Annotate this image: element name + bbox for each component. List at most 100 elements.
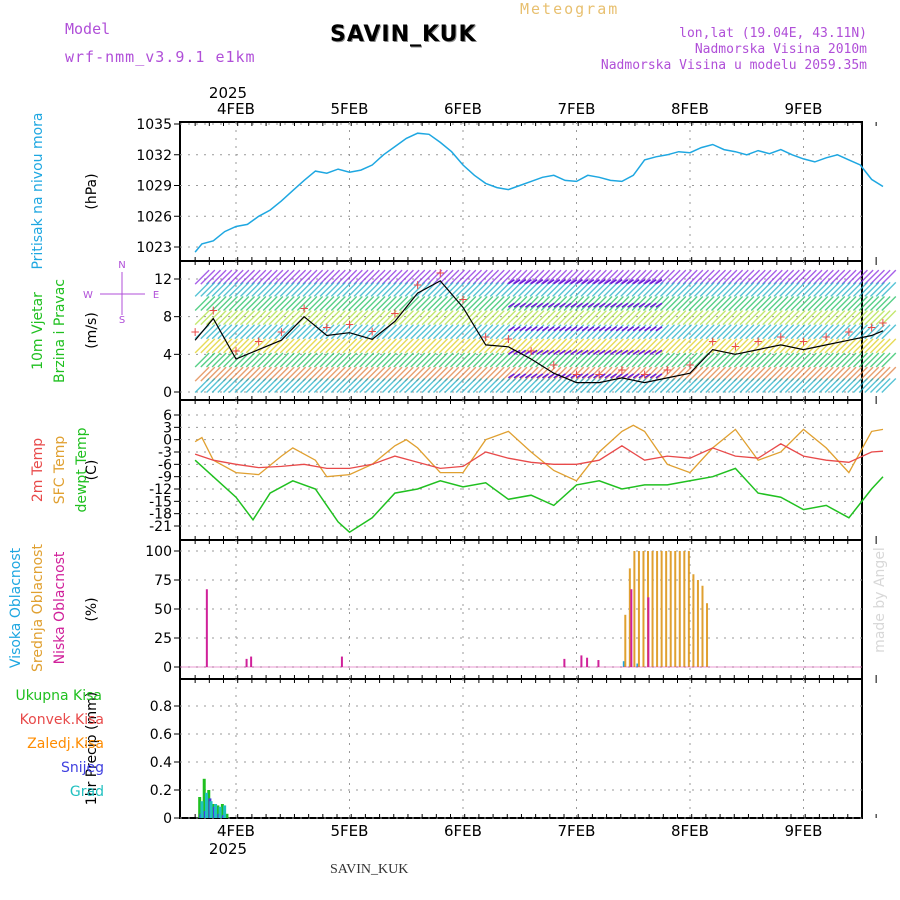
wind-barb bbox=[501, 338, 517, 354]
wind-barb bbox=[347, 296, 363, 312]
wind-barb bbox=[824, 338, 840, 354]
wind-barb bbox=[421, 352, 437, 368]
wind-barb bbox=[801, 296, 817, 312]
wind-barb bbox=[319, 324, 335, 340]
wind-barb-calm bbox=[598, 326, 606, 332]
wind-barb bbox=[404, 352, 420, 368]
wind-barb bbox=[370, 281, 386, 297]
y-tick-label: 1026 bbox=[136, 209, 172, 225]
wind-barb bbox=[739, 377, 755, 393]
wind-barb bbox=[648, 281, 664, 297]
wind-barb bbox=[285, 281, 301, 297]
wind-barb bbox=[523, 310, 539, 326]
wind-barb-calm bbox=[655, 349, 663, 355]
wind-barb bbox=[296, 310, 312, 326]
wind-barb bbox=[359, 377, 375, 393]
wind-barb bbox=[614, 338, 630, 354]
wind-barb bbox=[240, 281, 256, 297]
wind-barb bbox=[251, 269, 267, 285]
wind-barb bbox=[296, 296, 312, 312]
wind-barb bbox=[864, 338, 880, 354]
cloud-low-side-label: Niska Oblacnost bbox=[52, 551, 68, 664]
wind-barb bbox=[671, 324, 687, 340]
wind-barb bbox=[506, 338, 522, 354]
wind-barb bbox=[228, 310, 244, 326]
gust-marker: + bbox=[413, 278, 423, 292]
wind-barb bbox=[762, 296, 778, 312]
wind-barb bbox=[484, 281, 500, 297]
wind-barb bbox=[835, 324, 851, 340]
precip-bar bbox=[220, 804, 224, 818]
gust-marker: + bbox=[685, 358, 695, 372]
wind-barb bbox=[364, 269, 380, 285]
wind-barb bbox=[648, 338, 664, 354]
wind-barb-calm bbox=[547, 373, 555, 379]
wind-barb bbox=[529, 377, 545, 393]
wind-barb-calm bbox=[627, 349, 635, 355]
wind-barb bbox=[347, 310, 363, 326]
wind-barb-calm bbox=[547, 302, 555, 308]
wind-barb bbox=[200, 352, 216, 368]
wind-barb bbox=[671, 281, 687, 297]
wind-barb bbox=[296, 352, 312, 368]
wind-barb bbox=[864, 269, 880, 285]
wind-barb bbox=[699, 324, 715, 340]
wind-barb bbox=[869, 352, 885, 368]
wind-barb bbox=[773, 281, 789, 297]
model-elevation-label: Nadmorska Visina u modelu 2059.35m bbox=[600, 58, 867, 73]
wind-barb bbox=[274, 310, 290, 326]
wind-barb bbox=[302, 310, 318, 326]
gust-marker: + bbox=[549, 358, 559, 372]
wind-barb bbox=[523, 352, 539, 368]
wind-barb bbox=[733, 324, 749, 340]
wind-barb bbox=[268, 338, 284, 354]
wind-barb bbox=[387, 296, 403, 312]
wind-barb bbox=[659, 269, 675, 285]
wind-barb-calm bbox=[547, 349, 555, 355]
wind-barb bbox=[398, 352, 414, 368]
wind-barb bbox=[682, 310, 698, 326]
gust-marker: + bbox=[254, 335, 264, 349]
wind-barb bbox=[302, 338, 318, 354]
wind-barb bbox=[223, 281, 239, 297]
wind-barb bbox=[716, 310, 732, 326]
wind-barb bbox=[410, 352, 426, 368]
wind-barb bbox=[432, 338, 448, 354]
wind-barb bbox=[824, 324, 840, 340]
wind-barb bbox=[824, 310, 840, 326]
precip-bar bbox=[214, 804, 218, 818]
wind-barb bbox=[501, 281, 517, 297]
wind-barb bbox=[688, 338, 704, 354]
wind-barb bbox=[518, 281, 534, 297]
wind-barb bbox=[518, 377, 534, 393]
temp2m-line bbox=[194, 443, 884, 470]
wind-barb bbox=[472, 296, 488, 312]
wind-barb bbox=[807, 296, 823, 312]
wind-barb bbox=[438, 324, 454, 340]
wind-barb-calm bbox=[598, 349, 606, 355]
wind-barb bbox=[699, 352, 715, 368]
wind-barb bbox=[461, 338, 477, 354]
wind-barb bbox=[745, 296, 761, 312]
wind-barb bbox=[875, 377, 891, 393]
wind-barb bbox=[217, 281, 233, 297]
wind-barb bbox=[381, 352, 397, 368]
wind-barb bbox=[784, 338, 800, 354]
wind-barb bbox=[756, 377, 772, 393]
wind-barb bbox=[376, 281, 392, 297]
gust-marker: + bbox=[458, 292, 468, 306]
model-label: Model bbox=[65, 20, 111, 38]
gust-marker: + bbox=[526, 344, 536, 358]
wind-barb bbox=[807, 269, 823, 285]
wind-barb bbox=[455, 324, 471, 340]
wind-barb bbox=[779, 324, 795, 340]
wind-barb bbox=[518, 338, 534, 354]
wind-barb-calm bbox=[536, 349, 544, 355]
wind-barb bbox=[654, 324, 670, 340]
wind-barb bbox=[415, 269, 431, 285]
wind-barb bbox=[813, 324, 829, 340]
cloud-high-side-label: Visoka Oblacnost bbox=[8, 547, 24, 668]
wind-barb bbox=[376, 352, 392, 368]
wind-barb-calm bbox=[615, 302, 623, 308]
wind-barb bbox=[455, 377, 471, 393]
